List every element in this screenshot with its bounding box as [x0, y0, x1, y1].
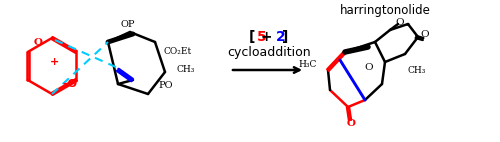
Text: OP: OP: [121, 19, 136, 29]
Text: O: O: [364, 62, 374, 72]
Text: –O: –O: [62, 79, 78, 89]
Text: O: O: [420, 30, 430, 38]
Text: 5: 5: [257, 30, 267, 44]
Text: PO: PO: [158, 81, 172, 89]
Text: H₃C: H₃C: [298, 59, 317, 68]
Text: 2: 2: [276, 30, 286, 44]
Text: O: O: [346, 120, 356, 129]
Text: cycloaddition: cycloaddition: [227, 45, 311, 59]
Text: +: +: [256, 30, 278, 44]
Text: ]: ]: [282, 30, 288, 44]
Text: CH₃: CH₃: [408, 65, 426, 75]
Text: [: [: [248, 30, 255, 44]
Text: CH₃: CH₃: [176, 64, 195, 74]
Text: O: O: [396, 17, 404, 27]
Text: harringtonolide: harringtonolide: [340, 4, 430, 16]
Text: +: +: [50, 57, 58, 67]
Text: CO₂Et: CO₂Et: [163, 46, 192, 56]
Text: O: O: [34, 37, 42, 46]
